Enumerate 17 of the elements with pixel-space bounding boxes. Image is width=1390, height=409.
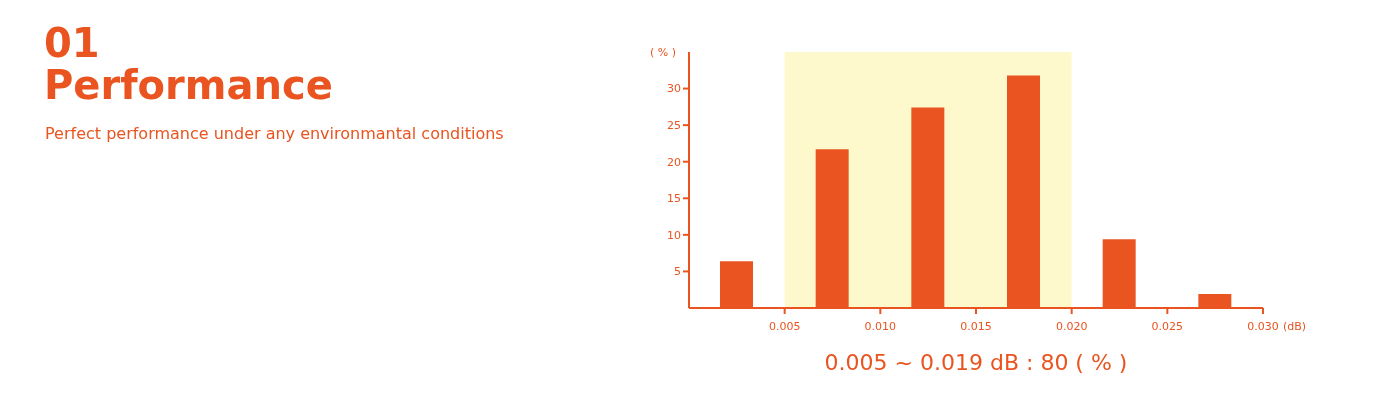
- x-tick-label: 0.010: [864, 320, 897, 333]
- y-tick-label: 15: [667, 192, 681, 206]
- text: Perfect performance under any environmantal conditions: [45, 124, 504, 143]
- x-tick-label: 0.030: [1247, 320, 1279, 333]
- text: 01 Performance: [44, 20, 333, 108]
- y-tick-label: 25: [667, 119, 681, 133]
- x-tick-label: 0.025: [1151, 320, 1184, 333]
- y-axis-title: ( % ): [650, 46, 677, 59]
- y-tick-label: 20: [667, 155, 681, 169]
- y-tick-label: 10: [667, 228, 681, 242]
- y-tick-label: 5: [674, 265, 681, 279]
- x-tick-label: 0.020: [1055, 320, 1088, 333]
- x-tick-label: 0.015: [960, 320, 992, 333]
- x-axis-title: (dB): [1283, 320, 1307, 333]
- x-tick-label: 0.005: [768, 320, 801, 333]
- y-tick-label: 30: [667, 82, 681, 96]
- text: 0.005 ~ 0.019 dB : 80 ( % ): [823, 350, 1129, 375]
